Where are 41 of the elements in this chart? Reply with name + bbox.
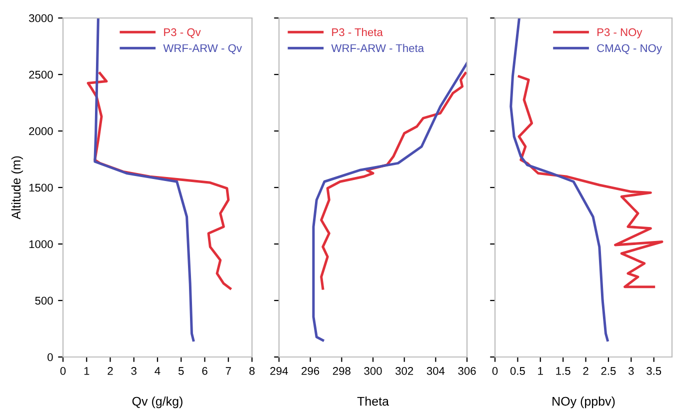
y-tick-label: 2000	[29, 127, 53, 136]
x-tick-label: 8	[249, 367, 255, 375]
legend-label: P3 - Qv	[164, 28, 201, 38]
x-tick-label: 306	[458, 367, 476, 375]
y-axis-title: Altitude (m)	[11, 156, 23, 220]
x-tick-label: 2	[583, 367, 588, 375]
x-tick-label: 6	[202, 367, 208, 375]
x-tick-label: 0	[60, 367, 66, 375]
x-tick-label: 1.5	[556, 367, 570, 375]
x-tick-label: 2	[108, 367, 113, 375]
x-tick-label: 296	[302, 367, 320, 375]
x-tick-label: 3.5	[646, 367, 662, 375]
legend-label: WRF-ARW - Qv	[163, 44, 242, 54]
x-tick-label: 3	[131, 367, 136, 375]
x-tick-label: 298	[332, 367, 350, 375]
x-axis-title: Theta	[357, 396, 389, 406]
x-axis-title: NOy (ppbv)	[552, 396, 615, 408]
y-tick-label: 3000	[28, 14, 53, 22]
legend-label: P3 - Theta	[332, 28, 383, 36]
x-axis-title: Qv (g/kg)	[132, 396, 182, 408]
y-tick-label: 1500	[29, 184, 53, 192]
x-tick-label: 300	[364, 367, 382, 375]
x-tick-label: 0.5	[510, 367, 525, 375]
legend-label: CMAQ - NOy	[597, 44, 662, 54]
x-tick-label: 2.5	[601, 367, 616, 375]
x-tick-label: 302	[395, 367, 414, 375]
x-tick-label: 5	[178, 367, 184, 375]
y-tick-label: 500	[35, 296, 53, 305]
x-tick-label: 294	[270, 367, 288, 375]
x-tick-label: 1	[538, 367, 543, 375]
y-tick-label: 0	[48, 353, 53, 362]
x-tick-label: 4	[154, 367, 160, 375]
y-tick-label: 2500	[29, 70, 53, 79]
x-tick-label: 3	[628, 367, 634, 375]
y-tick-label: 1000	[29, 240, 53, 248]
legend-label: WRF-ARW - Theta	[331, 44, 424, 52]
x-tick-label: 0	[492, 367, 498, 375]
x-tick-label: 304	[426, 367, 445, 375]
x-tick-label: 1	[84, 367, 90, 375]
x-tick-label: 7	[226, 367, 231, 375]
legend-label: P3 - NOy	[597, 28, 642, 38]
